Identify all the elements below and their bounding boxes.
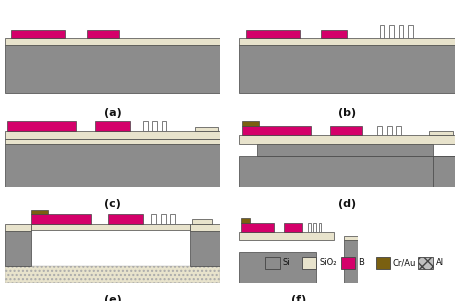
- Text: (f): (f): [291, 295, 306, 301]
- Bar: [246, 30, 300, 38]
- Bar: [265, 257, 280, 269]
- Bar: [5, 131, 220, 139]
- Bar: [152, 121, 157, 131]
- Bar: [256, 144, 433, 156]
- Bar: [7, 121, 76, 131]
- Bar: [418, 257, 433, 269]
- Bar: [239, 135, 455, 144]
- Bar: [5, 144, 220, 187]
- Bar: [239, 156, 455, 187]
- Bar: [241, 223, 274, 232]
- Bar: [341, 257, 355, 269]
- Bar: [375, 257, 390, 269]
- Bar: [313, 223, 316, 232]
- Text: Al: Al: [436, 259, 444, 267]
- Text: (e): (e): [104, 295, 121, 301]
- Bar: [11, 30, 65, 38]
- Text: (d): (d): [338, 199, 356, 209]
- Bar: [242, 121, 259, 126]
- Bar: [5, 231, 31, 266]
- Text: B: B: [358, 259, 364, 267]
- Bar: [31, 209, 48, 214]
- Bar: [108, 214, 143, 224]
- Bar: [433, 156, 455, 187]
- Bar: [87, 30, 119, 38]
- Bar: [170, 214, 175, 224]
- Bar: [408, 25, 413, 38]
- Text: Si: Si: [283, 259, 291, 267]
- Bar: [31, 214, 91, 224]
- Bar: [5, 224, 31, 231]
- Bar: [151, 214, 156, 224]
- Bar: [389, 25, 394, 38]
- Bar: [330, 126, 362, 135]
- Bar: [380, 25, 384, 38]
- Bar: [319, 223, 321, 232]
- Bar: [429, 131, 453, 135]
- Bar: [161, 214, 165, 224]
- Bar: [162, 121, 166, 131]
- Bar: [321, 30, 347, 38]
- Bar: [239, 252, 317, 283]
- Text: SiO₂: SiO₂: [319, 259, 337, 267]
- Bar: [242, 126, 310, 135]
- Bar: [5, 45, 220, 93]
- Bar: [284, 223, 302, 232]
- Bar: [31, 224, 190, 230]
- Text: (c): (c): [104, 199, 121, 209]
- Bar: [95, 121, 130, 131]
- Text: (b): (b): [338, 108, 356, 118]
- Bar: [5, 266, 220, 283]
- Bar: [190, 231, 220, 266]
- Text: Cr/Au: Cr/Au: [393, 259, 416, 267]
- Bar: [344, 240, 358, 283]
- Bar: [396, 126, 401, 135]
- Bar: [308, 223, 311, 232]
- Bar: [192, 219, 212, 224]
- Bar: [302, 257, 317, 269]
- Bar: [143, 121, 147, 131]
- Bar: [5, 38, 220, 45]
- Bar: [241, 218, 250, 223]
- Bar: [239, 45, 455, 93]
- Bar: [399, 25, 403, 38]
- Bar: [377, 126, 382, 135]
- Bar: [239, 232, 334, 240]
- Bar: [387, 126, 392, 135]
- Bar: [344, 236, 358, 240]
- Bar: [5, 139, 220, 144]
- Bar: [194, 126, 218, 131]
- Bar: [239, 38, 455, 45]
- Bar: [190, 224, 220, 231]
- Text: (a): (a): [104, 108, 121, 118]
